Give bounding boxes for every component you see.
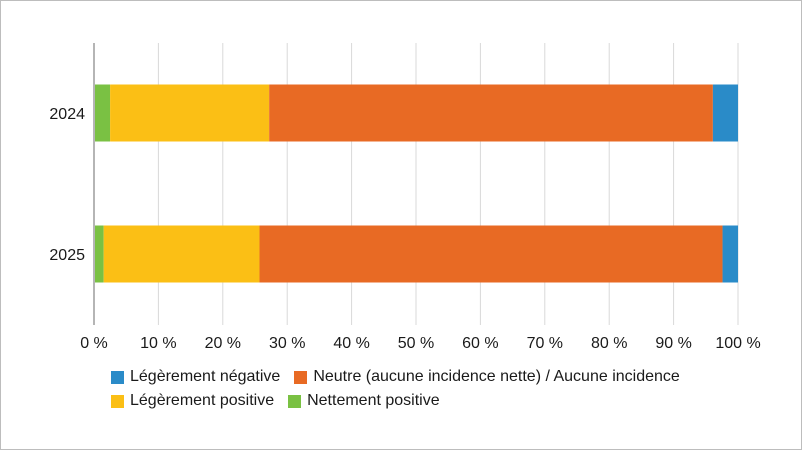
legend-item: Nettement positive [288,392,440,410]
legend-item: Neutre (aucune incidence nette) / Aucune… [294,368,680,386]
bar-2025-segment-3 [722,225,738,283]
bar-2024-segment-3 [712,84,738,142]
legend-item: Légèrement positive [111,392,274,410]
bar-2025-segment-1 [103,225,260,283]
x-tick-label: 80 % [591,335,627,352]
x-tick-label: 20 % [205,335,241,352]
category-labels: 2024 2025 [49,106,85,264]
bar-2024-segment-0 [94,84,111,142]
bar-2024-segment-1 [110,84,270,142]
bars [94,84,738,283]
legend-swatch [111,370,124,384]
bar-2025-segment-0 [94,225,104,283]
bar-2024-segment-2 [269,84,713,142]
x-tick-label: 60 % [462,335,498,352]
x-tick-label: 10 % [140,335,176,352]
x-tick-labels: 0 % 10 % 20 % 30 % 40 % 50 % 60 % 70 % 80 % 90 % 1… [80,335,760,352]
category-label: 2025 [49,247,85,264]
legend-row-0: Légèrement négative Neutre (aucune incide… [111,365,791,389]
x-tick-label: 90 % [655,335,691,352]
legend-swatch [294,370,308,384]
legend-label: Légèrement positive [130,392,275,409]
category-label: 2024 [49,106,85,123]
x-tick-label: 0 % [80,335,108,352]
legend: Légèrement négative Neutre (aucune incide… [111,365,791,413]
x-tick-label: 70 % [527,335,563,352]
stacked-bar-chart: 2024 2025 0 % 10 % 20 % 30 % 40 % 50 % 60 % 70 %… [49,43,761,352]
legend-swatch [111,394,124,408]
legend-swatch [288,394,302,408]
bar-2025-segment-2 [259,225,723,283]
x-tick-label: 100 % [715,335,760,352]
legend-label: Nettement positive [307,392,440,409]
legend-label: Neutre (aucune incidence nette) / Aucune… [313,368,680,385]
x-tick-label: 30 % [269,335,305,352]
legend-item: Légèrement négative [111,368,280,386]
x-tick-label: 50 % [398,335,434,352]
x-tick-label: 40 % [333,335,369,352]
legend-row-1: Légèrement positive Nettement positive [111,389,791,413]
legend-label: Légèrement négative [130,368,281,385]
